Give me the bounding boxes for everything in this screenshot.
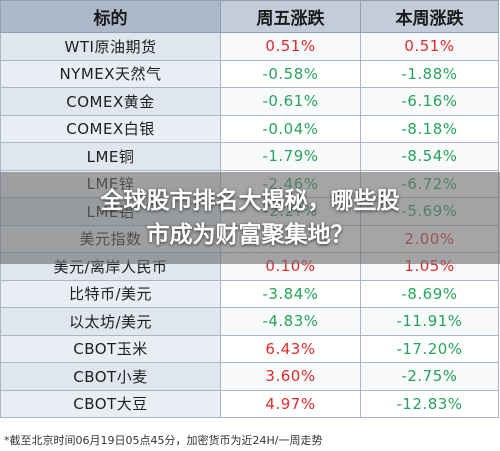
friday-change-cell: 0.51% xyxy=(220,32,361,61)
friday-change-cell: 3.60% xyxy=(220,362,361,391)
friday-change-cell: -4.83% xyxy=(220,307,361,336)
friday-change-cell: 6.43% xyxy=(220,334,361,363)
table-row: 以太坊/美元 -4.83% -11.91% xyxy=(0,307,499,336)
asset-name-cell: COMEX黄金 xyxy=(0,87,221,116)
table-row: CBOT大豆 4.97% -12.83% xyxy=(0,389,499,418)
friday-change-cell: -0.58% xyxy=(220,59,361,88)
weekly-change-cell: 0.51% xyxy=(360,32,499,61)
weekly-change-cell: -8.69% xyxy=(360,279,499,308)
footnote: *截至北京时间06月19日05点45分，加密货币为近24H/一周走势 xyxy=(4,434,323,447)
asset-name-cell: 比特币/美元 xyxy=(0,279,221,308)
table-row: CBOT玉米 6.43% -17.20% xyxy=(0,334,499,363)
friday-change-cell: -1.79% xyxy=(220,142,361,171)
table-row: WTI原油期货 0.51% 0.51% xyxy=(0,32,499,61)
weekly-change-cell: -11.91% xyxy=(360,307,499,336)
headline-overlay-band xyxy=(0,172,500,264)
headline-overlay: 全球股市排名大揭秘，哪些股 市成为财富聚集地？ xyxy=(0,184,500,252)
table-row: COMEX黄金 -0.61% -6.16% xyxy=(0,87,499,116)
column-header-weekly-change: 本周涨跌 xyxy=(360,0,499,33)
headline-line-1: 全球股市排名大揭秘，哪些股 xyxy=(100,188,400,214)
headline-line-2: 市成为财富聚集地？ xyxy=(146,222,354,248)
friday-change-cell: -0.04% xyxy=(220,114,361,143)
table-row: 比特币/美元 -3.84% -8.69% xyxy=(0,279,499,308)
table-header: 标的 周五涨跌 本周涨跌 xyxy=(0,0,499,33)
weekly-change-cell: -12.83% xyxy=(360,389,499,418)
asset-name-cell: COMEX白银 xyxy=(0,114,221,143)
friday-change-cell: 4.97% xyxy=(220,389,361,418)
asset-name-cell: CBOT大豆 xyxy=(0,389,221,418)
friday-change-cell: -0.61% xyxy=(220,87,361,116)
asset-name-cell: CBOT小麦 xyxy=(0,362,221,391)
asset-name-cell: CBOT玉米 xyxy=(0,334,221,363)
weekly-change-cell: -1.88% xyxy=(360,59,499,88)
table-row: COMEX白银 -0.04% -8.18% xyxy=(0,114,499,143)
weekly-change-cell: -8.54% xyxy=(360,142,499,171)
asset-name-cell: WTI原油期货 xyxy=(0,32,221,61)
table-row: CBOT小麦 3.60% -2.75% xyxy=(0,362,499,391)
table-row: LME铜 -1.79% -8.54% xyxy=(0,142,499,171)
asset-name-cell: NYMEX天然气 xyxy=(0,59,221,88)
asset-name-cell: 以太坊/美元 xyxy=(0,307,221,336)
weekly-change-cell: -2.75% xyxy=(360,362,499,391)
weekly-change-cell: -8.18% xyxy=(360,114,499,143)
column-header-asset: 标的 xyxy=(0,0,221,33)
friday-change-cell: -3.84% xyxy=(220,279,361,308)
header-row: 标的 周五涨跌 本周涨跌 xyxy=(0,0,499,33)
table-row: NYMEX天然气 -0.58% -1.88% xyxy=(0,59,499,88)
weekly-change-cell: -17.20% xyxy=(360,334,499,363)
column-header-friday-change: 周五涨跌 xyxy=(220,0,361,33)
asset-name-cell: LME铜 xyxy=(0,142,221,171)
weekly-change-cell: -6.16% xyxy=(360,87,499,116)
